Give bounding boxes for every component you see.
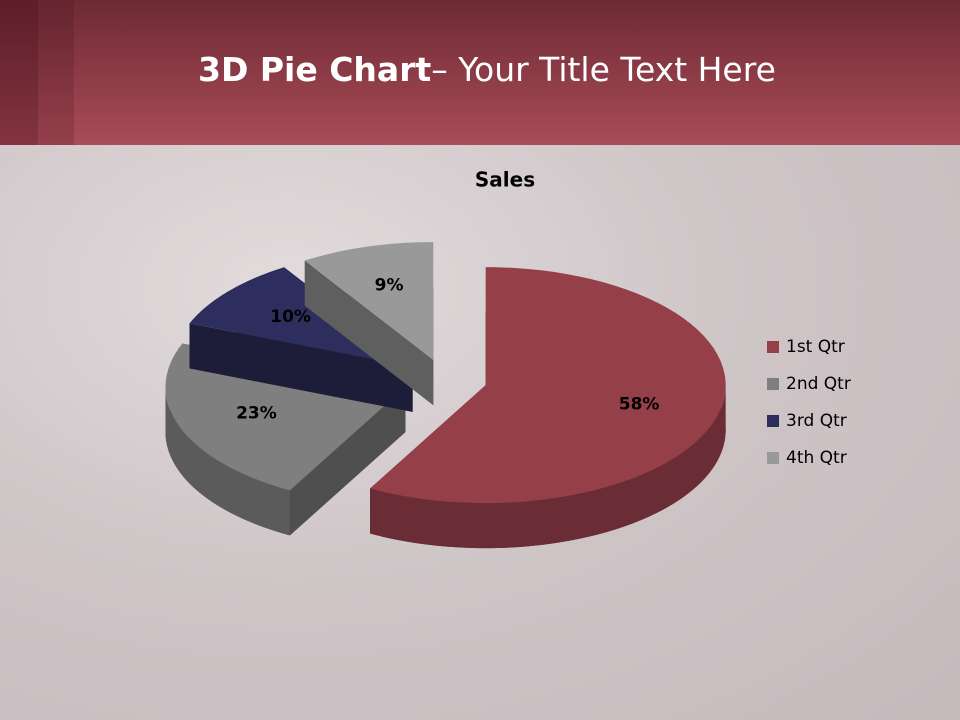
slice-side: [189, 323, 413, 412]
data-label: 10%: [270, 307, 311, 327]
header-stripe: [38, 0, 74, 145]
title-bold: 3D Pie Chart: [198, 50, 432, 89]
data-label: 58%: [619, 395, 660, 415]
chart-title: Sales: [475, 168, 535, 192]
header-stripe: [0, 0, 38, 145]
data-label: 23%: [236, 403, 277, 423]
legend-swatch: [767, 415, 779, 427]
legend-label: 1st Qtr: [786, 337, 845, 357]
slide-title: 3D Pie Chart– Your Title Text Here: [198, 50, 776, 89]
slice-wall: [165, 386, 290, 536]
legend-label: 4th Qtr: [786, 448, 847, 468]
slice-wall: [370, 385, 726, 549]
slice-side: [304, 260, 434, 406]
legend-swatch: [767, 341, 779, 353]
legend-label: 3rd Qtr: [786, 411, 847, 431]
slice: [370, 267, 726, 504]
legend-label: 2nd Qtr: [786, 374, 851, 394]
title-rest: – Your Title Text Here: [431, 50, 776, 89]
data-label: 9%: [375, 275, 404, 295]
header-band: [0, 0, 960, 145]
slice: [304, 242, 434, 361]
legend-swatch: [767, 378, 779, 390]
legend-swatch: [767, 452, 779, 464]
